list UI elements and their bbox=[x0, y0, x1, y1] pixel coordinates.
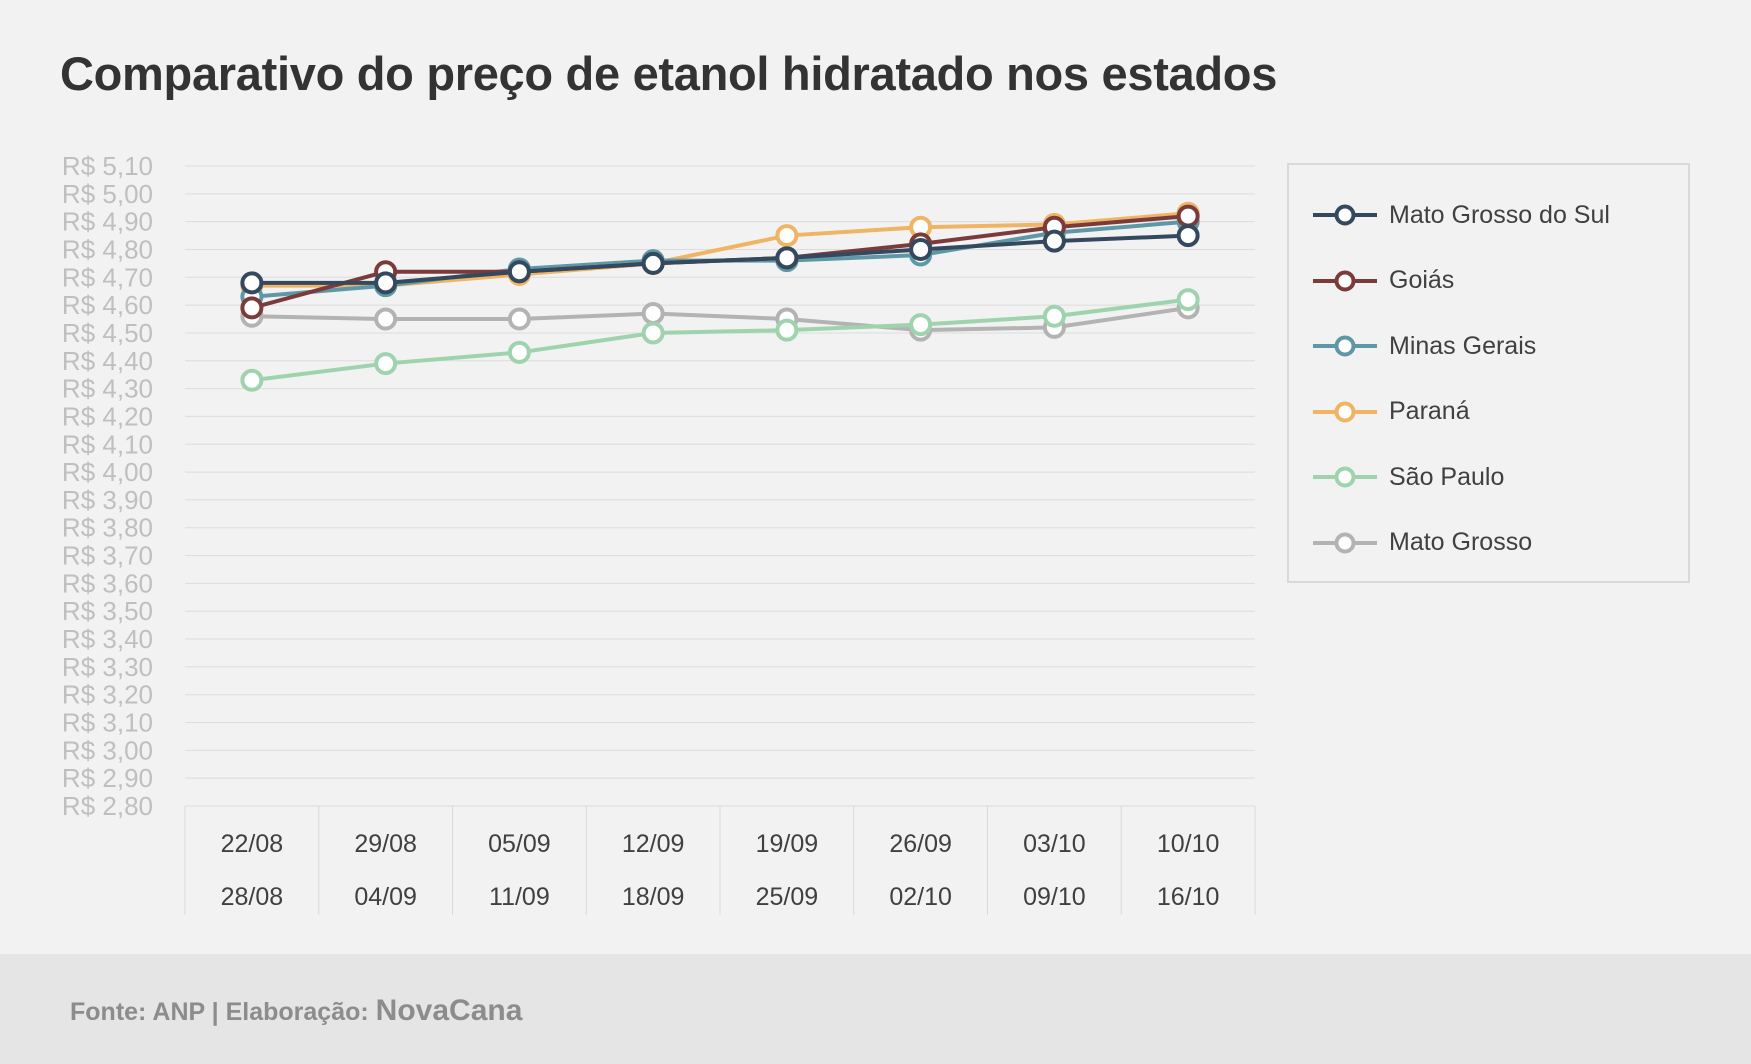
y-tick-label: R$ 3,20 bbox=[62, 680, 153, 710]
y-tick-label: R$ 2,80 bbox=[62, 791, 153, 821]
x-tick-label: 18/09 bbox=[622, 883, 685, 911]
y-tick-label: R$ 3,90 bbox=[62, 485, 153, 515]
data-point-mato-grosso-do-sul bbox=[775, 246, 799, 270]
data-point-sao-paulo bbox=[1176, 288, 1200, 312]
legend-item-minas-gerais: Minas Gerais bbox=[1311, 326, 1536, 366]
line-chart: R$ 2,80R$ 2,90R$ 3,00R$ 3,10R$ 3,20R$ 3,… bbox=[62, 151, 1256, 915]
footer: Fonte: ANP | Elaboração: NovaCana bbox=[0, 954, 1751, 1064]
y-tick-label: R$ 4,90 bbox=[62, 207, 153, 237]
data-point-goias bbox=[1176, 204, 1200, 228]
data-point-sao-paulo bbox=[775, 318, 799, 342]
y-tick-label: R$ 4,40 bbox=[62, 346, 153, 376]
x-tick-label: 09/10 bbox=[1023, 883, 1086, 911]
y-tick-label: R$ 4,10 bbox=[62, 429, 153, 459]
data-point-mato-grosso-do-sul bbox=[507, 260, 531, 284]
legend-item-goias: Goiás bbox=[1311, 261, 1454, 301]
source-label: Fonte: ANP | Elaboração: bbox=[70, 998, 369, 1026]
data-point-mato-grosso bbox=[374, 307, 398, 331]
legend-swatch bbox=[1313, 532, 1377, 553]
data-point-sao-paulo bbox=[1042, 304, 1066, 328]
data-point-sao-paulo bbox=[909, 313, 933, 337]
chart-legend: Mato Grosso do Sul Goiás Minas Gerais Paran… bbox=[1287, 163, 1690, 583]
y-tick-label: R$ 4,60 bbox=[62, 290, 153, 320]
legend-label: São Paulo bbox=[1389, 462, 1505, 491]
y-tick-label: R$ 4,70 bbox=[62, 262, 153, 292]
data-point-goias bbox=[240, 296, 264, 320]
series-line-mato-grosso bbox=[251, 305, 1189, 333]
x-tick-label: 28/08 bbox=[221, 883, 284, 911]
x-tick-label: 26/09 bbox=[889, 830, 952, 858]
x-tick-label: 19/09 bbox=[756, 830, 819, 858]
y-tick-label: R$ 5,00 bbox=[62, 179, 153, 209]
y-tick-label: R$ 5,10 bbox=[62, 151, 153, 181]
data-point-mato-grosso-do-sul bbox=[909, 237, 933, 261]
data-point-mato-grosso bbox=[507, 307, 531, 331]
series-line-sao-paulo bbox=[251, 297, 1189, 383]
data-point-mato-grosso-do-sul bbox=[1176, 224, 1200, 248]
legend-label: Mato Grosso bbox=[1389, 528, 1533, 556]
data-point-mato-grosso-do-sul bbox=[641, 251, 665, 275]
data-point-sao-paulo bbox=[374, 352, 398, 376]
data-point-mato-grosso-do-sul bbox=[374, 271, 398, 295]
x-tick-label: 10/10 bbox=[1157, 830, 1220, 858]
y-tick-label: R$ 4,00 bbox=[62, 457, 153, 487]
data-point-mato-grosso-do-sul bbox=[240, 271, 264, 295]
legend-item-mato-grosso-do-sul: Mato Grosso do Sul bbox=[1311, 195, 1610, 235]
y-tick-label: R$ 3,80 bbox=[62, 513, 153, 543]
legend-swatch bbox=[1313, 204, 1377, 226]
y-tick-label: R$ 3,40 bbox=[62, 624, 153, 654]
brand-name: NovaCana bbox=[375, 994, 523, 1027]
legend-item-mato-grosso: Mato Grosso bbox=[1311, 523, 1532, 563]
y-tick-label: R$ 3,00 bbox=[62, 735, 153, 765]
legend-label: Minas Gerais bbox=[1389, 331, 1537, 360]
y-tick-label: R$ 4,20 bbox=[62, 401, 153, 431]
legend-swatch bbox=[1313, 270, 1377, 291]
legend-label: Paraná bbox=[1389, 397, 1470, 425]
data-point-sao-paulo bbox=[240, 368, 264, 392]
x-tick-label: 02/10 bbox=[889, 883, 952, 911]
data-point-parana bbox=[775, 224, 799, 248]
x-tick-label: 16/10 bbox=[1157, 883, 1220, 911]
legend-item-sao-paulo: São Paulo bbox=[1311, 457, 1504, 497]
y-tick-label: R$ 3,70 bbox=[62, 541, 153, 571]
legend-label: Goiás bbox=[1389, 266, 1455, 294]
y-tick-label: R$ 4,50 bbox=[62, 318, 153, 348]
x-tick-label: 12/09 bbox=[622, 830, 685, 858]
x-tick-label: 11/09 bbox=[489, 883, 550, 911]
legend-swatch bbox=[1313, 466, 1377, 488]
x-tick-label: 05/09 bbox=[488, 830, 551, 858]
legend-item-parana: Paraná bbox=[1311, 392, 1470, 432]
data-point-mato-grosso-do-sul bbox=[1042, 229, 1066, 253]
y-tick-label: R$ 2,90 bbox=[62, 763, 153, 793]
x-tick-label: 25/09 bbox=[756, 883, 819, 911]
data-point-mato-grosso bbox=[641, 301, 665, 325]
y-tick-label: R$ 3,60 bbox=[62, 568, 153, 598]
data-point-sao-paulo bbox=[641, 321, 665, 345]
x-tick-label: 29/08 bbox=[354, 830, 417, 858]
legend-swatch bbox=[1313, 401, 1377, 422]
legend-swatch bbox=[1313, 335, 1377, 357]
y-tick-label: R$ 3,10 bbox=[62, 708, 153, 738]
x-tick-label: 22/08 bbox=[221, 830, 284, 858]
y-tick-label: R$ 3,50 bbox=[62, 596, 153, 626]
y-tick-label: R$ 4,30 bbox=[62, 374, 153, 404]
series-line-mato-grosso-do-sul bbox=[251, 233, 1189, 285]
y-tick-label: R$ 4,80 bbox=[62, 234, 153, 264]
y-tick-label: R$ 3,30 bbox=[62, 652, 153, 682]
x-tick-label: 03/10 bbox=[1023, 830, 1086, 858]
source-note: Fonte: ANP | Elaboração: NovaCana bbox=[70, 994, 522, 1028]
chart-title: Comparativo do preço de etanol hidratado… bbox=[60, 47, 1278, 100]
data-point-sao-paulo bbox=[507, 340, 531, 364]
x-tick-label: 04/09 bbox=[354, 883, 417, 911]
legend-label: Mato Grosso do Sul bbox=[1389, 200, 1610, 229]
